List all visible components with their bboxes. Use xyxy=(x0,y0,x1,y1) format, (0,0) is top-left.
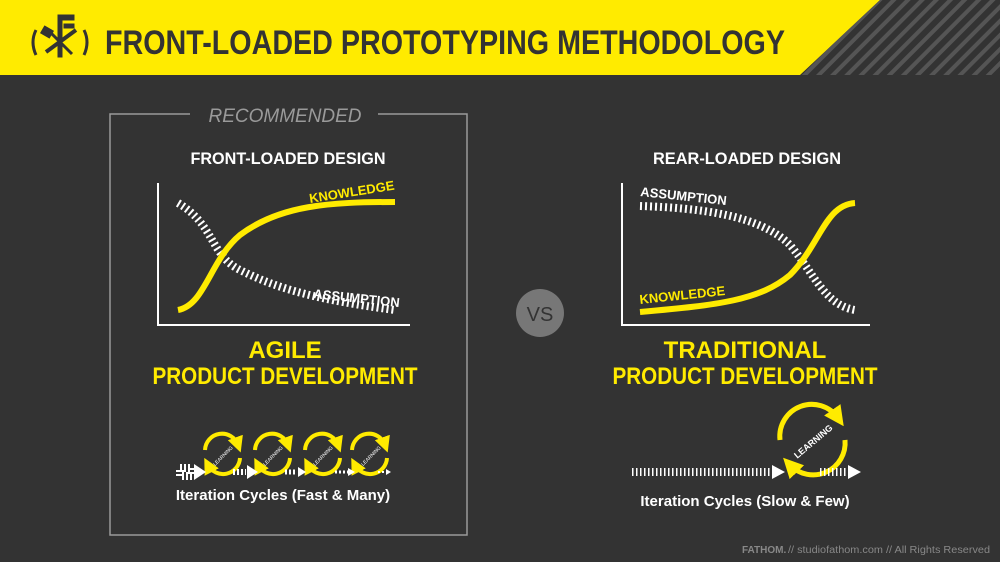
page-title: FRONT-LOADED PROTOTYPING METHODOLOGY xyxy=(105,24,785,62)
svg-text:LEARNING: LEARNING xyxy=(262,445,284,467)
logo-icon xyxy=(31,14,89,58)
left-assumption-curve xyxy=(175,199,396,314)
right-title-line2: PRODUCT DEVELOPMENT xyxy=(613,363,878,390)
iteration-arrows xyxy=(176,464,391,480)
right-caption: Iteration Cycles (Slow & Few) xyxy=(640,493,849,510)
svg-text:LEARNING: LEARNING xyxy=(312,445,334,467)
footer-brand: FATHOM. xyxy=(742,545,786,556)
left-knowledge-curve xyxy=(177,199,396,313)
header-stripes xyxy=(800,0,1000,75)
right-assumption-label: ASSUMPTION xyxy=(640,184,728,208)
cycle-2: LEARNING xyxy=(253,431,293,476)
cycle-1: LEARNING xyxy=(203,431,243,476)
left-title-line2: PRODUCT DEVELOPMENT xyxy=(153,363,418,390)
left-title-line1: AGILE xyxy=(248,337,321,364)
right-axes xyxy=(621,183,870,326)
vs-badge xyxy=(516,289,564,337)
cycle-4: LEARNING xyxy=(350,431,390,476)
right-title-line1: TRADITIONAL xyxy=(664,337,827,364)
left-iteration-cycles: LEARNING LEARNING LEARNING LEARNING xyxy=(176,431,391,480)
left-chart: KNOWLEDGE ASSUMPTION xyxy=(157,178,410,326)
svg-text:LEARNING: LEARNING xyxy=(360,445,382,467)
right-chart: ASSUMPTION KNOWLEDGE xyxy=(621,183,870,326)
cycle-3: LEARNING xyxy=(303,431,343,476)
header-band xyxy=(0,0,880,75)
footer-text: // studiofathom.com // All Rights Reserv… xyxy=(788,545,990,556)
right-assumption-curve xyxy=(639,202,856,314)
recommended-box xyxy=(109,113,468,536)
left-axes xyxy=(157,183,410,326)
left-caption: Iteration Cycles (Fast & Many) xyxy=(176,487,390,504)
svg-text:LEARNING: LEARNING xyxy=(792,423,834,461)
left-chart-title: FRONT-LOADED DESIGN xyxy=(191,149,386,168)
right-chart-title: REAR-LOADED DESIGN xyxy=(653,149,841,168)
svg-text:LEARNING: LEARNING xyxy=(212,445,234,467)
right-iteration-cycle: LEARNING xyxy=(632,401,861,480)
right-knowledge-curve xyxy=(639,200,856,315)
vs-label: VS xyxy=(527,304,554,326)
recommended-badge: RECOMMENDED xyxy=(208,106,361,127)
